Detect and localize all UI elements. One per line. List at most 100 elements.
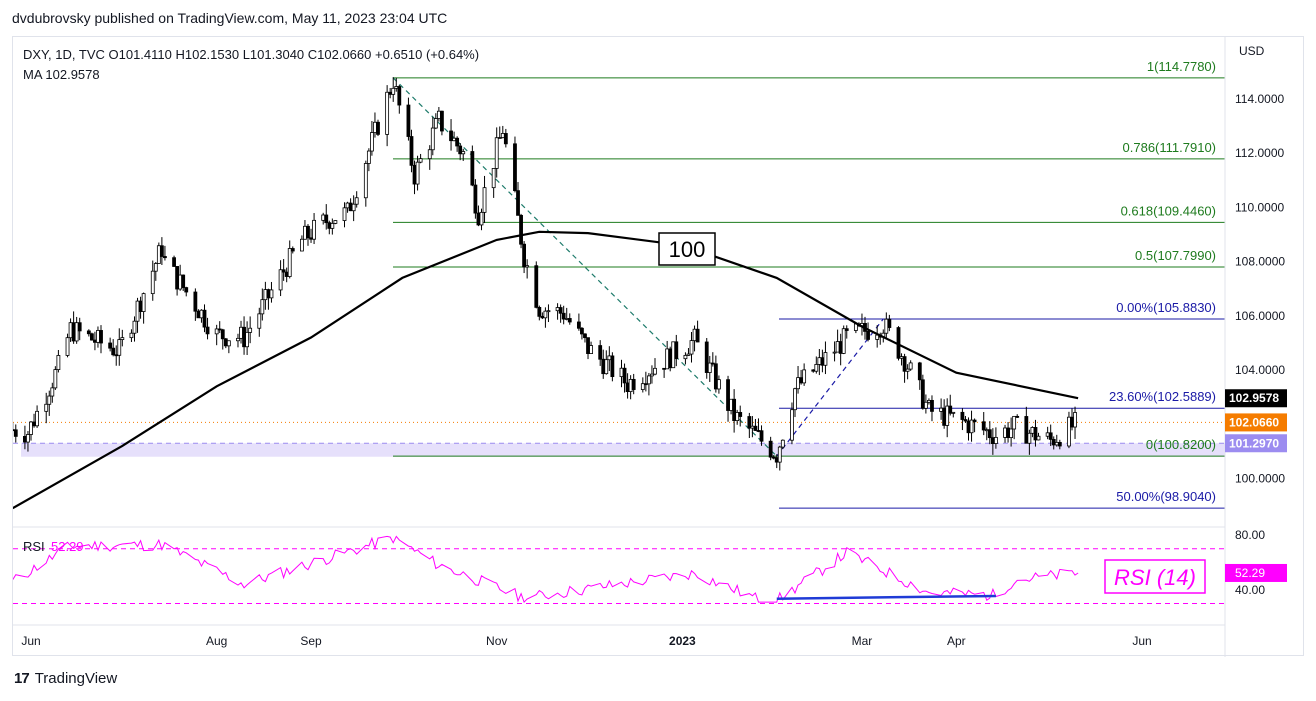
candle-body <box>732 398 737 421</box>
candle-body <box>768 440 773 458</box>
candle-body <box>345 202 350 209</box>
support-zone <box>21 443 1225 457</box>
fib-level-label: 0.618(109.4460) <box>1121 203 1216 218</box>
candle-body <box>817 357 822 365</box>
candle-body <box>77 322 82 332</box>
tradingview-brand[interactable]: 17 TradingView <box>14 670 117 687</box>
chart-svg[interactable]: 1(114.7780) 0.786(111.7910) 0.618(109.4460… <box>13 37 1305 657</box>
candle-body <box>269 289 274 299</box>
candle-body <box>628 378 633 392</box>
candle-body <box>771 456 776 459</box>
candle-body <box>351 203 356 212</box>
candle-body <box>47 395 52 405</box>
candle-body <box>1015 415 1020 418</box>
candle-body <box>726 379 730 411</box>
candle-body <box>96 330 100 343</box>
candle-body <box>586 337 590 354</box>
candle-body <box>220 329 225 340</box>
ma-legend[interactable]: MA 102.9578 <box>23 67 100 82</box>
symbol-legend[interactable]: DXY, 1D, TVC O101.4110 H102.1530 L101.30… <box>23 47 480 62</box>
rsi-tick-label: 80.00 <box>1235 528 1265 542</box>
candle-body <box>713 363 718 390</box>
candle-body <box>391 87 396 95</box>
price-tag-label: 102.0660 <box>1229 415 1279 429</box>
candle-body <box>899 356 904 359</box>
candle-body <box>452 137 456 142</box>
price-tick-label: 110.0000 <box>1235 200 1284 214</box>
candle-body <box>205 326 210 335</box>
chart-frame[interactable]: 1(114.7780) 0.786(111.7910) 0.618(109.4460… <box>12 36 1305 657</box>
candle-body <box>917 362 922 381</box>
candle-body <box>1009 428 1014 439</box>
candle-body <box>153 263 158 272</box>
candle-body <box>844 328 849 331</box>
candle-body <box>245 331 250 348</box>
candle-body <box>223 338 228 347</box>
candle-body <box>823 352 828 366</box>
candle-body <box>430 127 435 151</box>
candle-body <box>972 419 977 423</box>
candle-body <box>1070 416 1074 428</box>
candle-body <box>175 266 180 290</box>
candle-body <box>583 333 587 339</box>
candle-body <box>56 355 61 371</box>
candle-body <box>461 151 466 155</box>
candle-body <box>436 110 441 119</box>
price-tag <box>1225 434 1287 453</box>
candle-body <box>522 243 527 268</box>
candle-body <box>717 379 721 390</box>
candle-body <box>567 318 572 323</box>
candle-body <box>141 293 146 312</box>
candle-body <box>74 322 79 342</box>
candle-body <box>902 356 907 372</box>
candle-body <box>993 436 998 444</box>
candle-body <box>114 354 119 357</box>
candle-body <box>184 287 189 293</box>
candle-body <box>948 405 953 414</box>
candle-body <box>920 379 925 409</box>
candle-body <box>418 158 423 163</box>
candle-body <box>135 300 140 322</box>
candle-body <box>513 143 517 192</box>
candle-body <box>640 383 645 390</box>
candle-body <box>284 271 289 277</box>
candle-body <box>214 328 219 335</box>
candle-body <box>704 341 709 373</box>
candle-body <box>665 348 670 370</box>
price-tag-label: 101.2970 <box>1229 436 1279 450</box>
candle-body <box>905 368 910 372</box>
candle-body <box>26 434 30 443</box>
candle-body <box>516 190 520 216</box>
candle-body <box>780 439 785 448</box>
candle-body <box>71 322 76 342</box>
candle-body <box>756 430 761 432</box>
rsi-annotation-label: RSI (14) <box>1114 565 1196 590</box>
candle-body <box>376 121 380 135</box>
candle-body <box>172 257 176 267</box>
candle-body <box>543 310 548 319</box>
fib-level-label: 1(114.7780) <box>1147 59 1216 74</box>
candle-body <box>248 327 253 333</box>
candle-body <box>132 320 137 334</box>
candle-body <box>987 429 992 439</box>
candle-body <box>653 367 657 375</box>
candle-body <box>440 110 444 132</box>
candle-body <box>29 421 33 435</box>
candle-body <box>710 362 715 365</box>
candle-body <box>306 225 310 239</box>
candle-body <box>750 425 755 429</box>
candle-body <box>412 164 417 185</box>
candle-body <box>333 220 338 224</box>
candle-body <box>866 331 870 340</box>
candle-body <box>984 429 989 432</box>
candle-body <box>281 269 286 273</box>
candle-body <box>415 161 420 185</box>
candle-body <box>966 420 971 434</box>
price-tick-label: 112.0000 <box>1235 146 1284 160</box>
candle-body <box>1024 416 1029 444</box>
time-tick-label: Aug <box>206 634 227 648</box>
candle-body <box>494 137 499 169</box>
candle-body <box>729 398 733 411</box>
candle-body <box>257 313 262 329</box>
candle-body <box>777 446 782 463</box>
